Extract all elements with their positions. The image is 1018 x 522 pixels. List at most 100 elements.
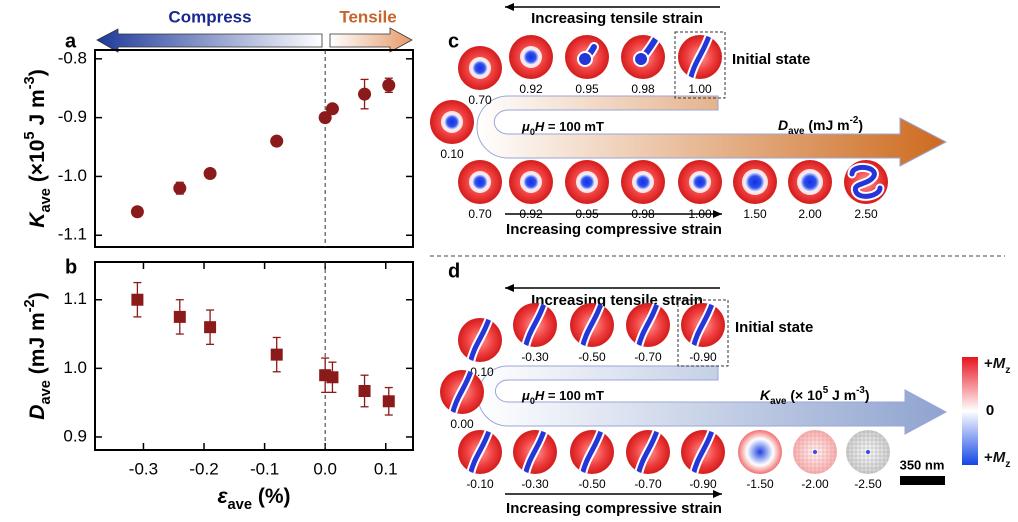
state-value: 0.10 <box>440 147 464 161</box>
core <box>800 172 820 192</box>
spin-state <box>738 430 782 474</box>
data-point <box>318 111 332 125</box>
field-label-part: 0 <box>530 396 535 406</box>
core <box>692 174 708 190</box>
y-axis-label: Dave (mJ m-2) <box>22 292 54 419</box>
colorbar-label: +Mz <box>984 355 1011 376</box>
state-value: -0.90 <box>689 350 717 364</box>
data-point <box>173 310 186 323</box>
state-texture <box>633 303 663 347</box>
data-point <box>131 293 144 306</box>
colorbar-label: +Mz <box>984 449 1011 470</box>
x-axis-label-part: ave <box>228 497 253 513</box>
state-texture <box>441 111 463 133</box>
y-tick-label: -1.0 <box>58 166 87 185</box>
x-tick-label: -0.3 <box>129 459 158 478</box>
parameter-axis-label-part: K <box>760 387 771 403</box>
spin-state <box>621 160 665 204</box>
core <box>745 172 765 192</box>
data-point <box>382 78 396 92</box>
colorbar <box>962 357 978 465</box>
state-texture <box>742 169 768 195</box>
data-point <box>204 321 217 334</box>
core <box>472 60 488 76</box>
spin-state <box>458 318 502 362</box>
parameter-axis-label-part: J m <box>828 387 856 403</box>
data-point <box>173 181 187 195</box>
y-axis-label-part: J m <box>26 89 49 131</box>
spin-state <box>678 160 722 204</box>
domain <box>449 370 475 414</box>
data-point <box>325 102 339 116</box>
strain-direction-label: Increasing compressive strain <box>506 500 722 517</box>
field-label: μ0H = 100 mT <box>521 119 604 137</box>
arrow-head <box>713 210 722 218</box>
colorbar-label-part: M <box>993 355 1006 372</box>
field-label-part: = 100 mT <box>544 388 604 403</box>
arrow-head <box>505 284 514 292</box>
strain-direction-label: Increasing tensile strain <box>531 292 703 309</box>
spin-state <box>570 430 614 474</box>
core <box>523 49 539 65</box>
state-value: -0.30 <box>521 477 549 491</box>
data-point <box>382 395 395 408</box>
state-texture <box>685 35 715 79</box>
y-tick-label: 0.9 <box>63 426 87 445</box>
state-texture <box>633 35 661 67</box>
state-texture <box>847 163 885 201</box>
domain <box>635 430 661 474</box>
x-tick-label: 0.1 <box>374 459 398 478</box>
state-value: -0.10 <box>466 477 494 491</box>
state-value: -0.50 <box>578 350 606 364</box>
y-axis-label-part: ave <box>38 380 54 405</box>
state-texture <box>520 171 542 193</box>
spin-state <box>458 160 502 204</box>
y-axis-label-part: -2 <box>22 299 38 312</box>
y-tick-label: -0.8 <box>58 48 87 67</box>
domain <box>687 35 713 79</box>
spin-state <box>570 303 614 347</box>
core <box>444 114 460 130</box>
spin-state <box>565 35 609 79</box>
y-axis-label-part: K <box>26 211 49 228</box>
state-value: 1.50 <box>743 207 767 221</box>
strain-band <box>476 95 948 167</box>
field-label-part: 0 <box>530 127 535 137</box>
colorbar-label-part: + <box>984 449 993 466</box>
field-label-part: μ <box>521 388 530 403</box>
field-label-part: H <box>535 388 545 403</box>
parameter-axis-label: Dave (mJ m-2) <box>778 115 863 137</box>
core <box>635 174 651 190</box>
state-value: -1.50 <box>746 477 774 491</box>
y-tick-label: 1.1 <box>63 289 87 308</box>
parameter-axis-label-part: ) <box>865 387 870 403</box>
state-texture <box>688 303 718 347</box>
state-value: 0.70 <box>468 207 492 221</box>
spin-state <box>733 160 777 204</box>
core <box>472 174 488 190</box>
strain-band <box>477 365 948 435</box>
parameter-axis-label-part: D <box>778 117 788 133</box>
domain <box>849 165 883 199</box>
scale-bar <box>900 476 945 485</box>
state-texture <box>577 430 607 474</box>
y-tick-label: -1.1 <box>58 225 87 244</box>
state-value: -2.00 <box>801 477 829 491</box>
panel-label: b <box>65 256 77 278</box>
state-texture <box>520 430 550 474</box>
state-value: -0.90 <box>689 477 717 491</box>
x-tick-label: -0.2 <box>189 459 218 478</box>
parameter-axis-label-part: (× 10 <box>786 387 822 403</box>
parameter-axis-label-part: -2 <box>850 115 859 126</box>
x-axis-label-part: (%) <box>252 485 291 508</box>
state-value: 0.98 <box>631 82 655 96</box>
state-value: 0.70 <box>468 93 492 107</box>
state-texture <box>469 171 491 193</box>
state-value: 2.50 <box>854 207 878 221</box>
spin-state <box>458 430 502 474</box>
field-label: μ0H = 100 mT <box>521 388 604 406</box>
state-texture <box>689 171 711 193</box>
core <box>577 51 593 67</box>
y-axis-label-part: -3 <box>22 76 38 89</box>
